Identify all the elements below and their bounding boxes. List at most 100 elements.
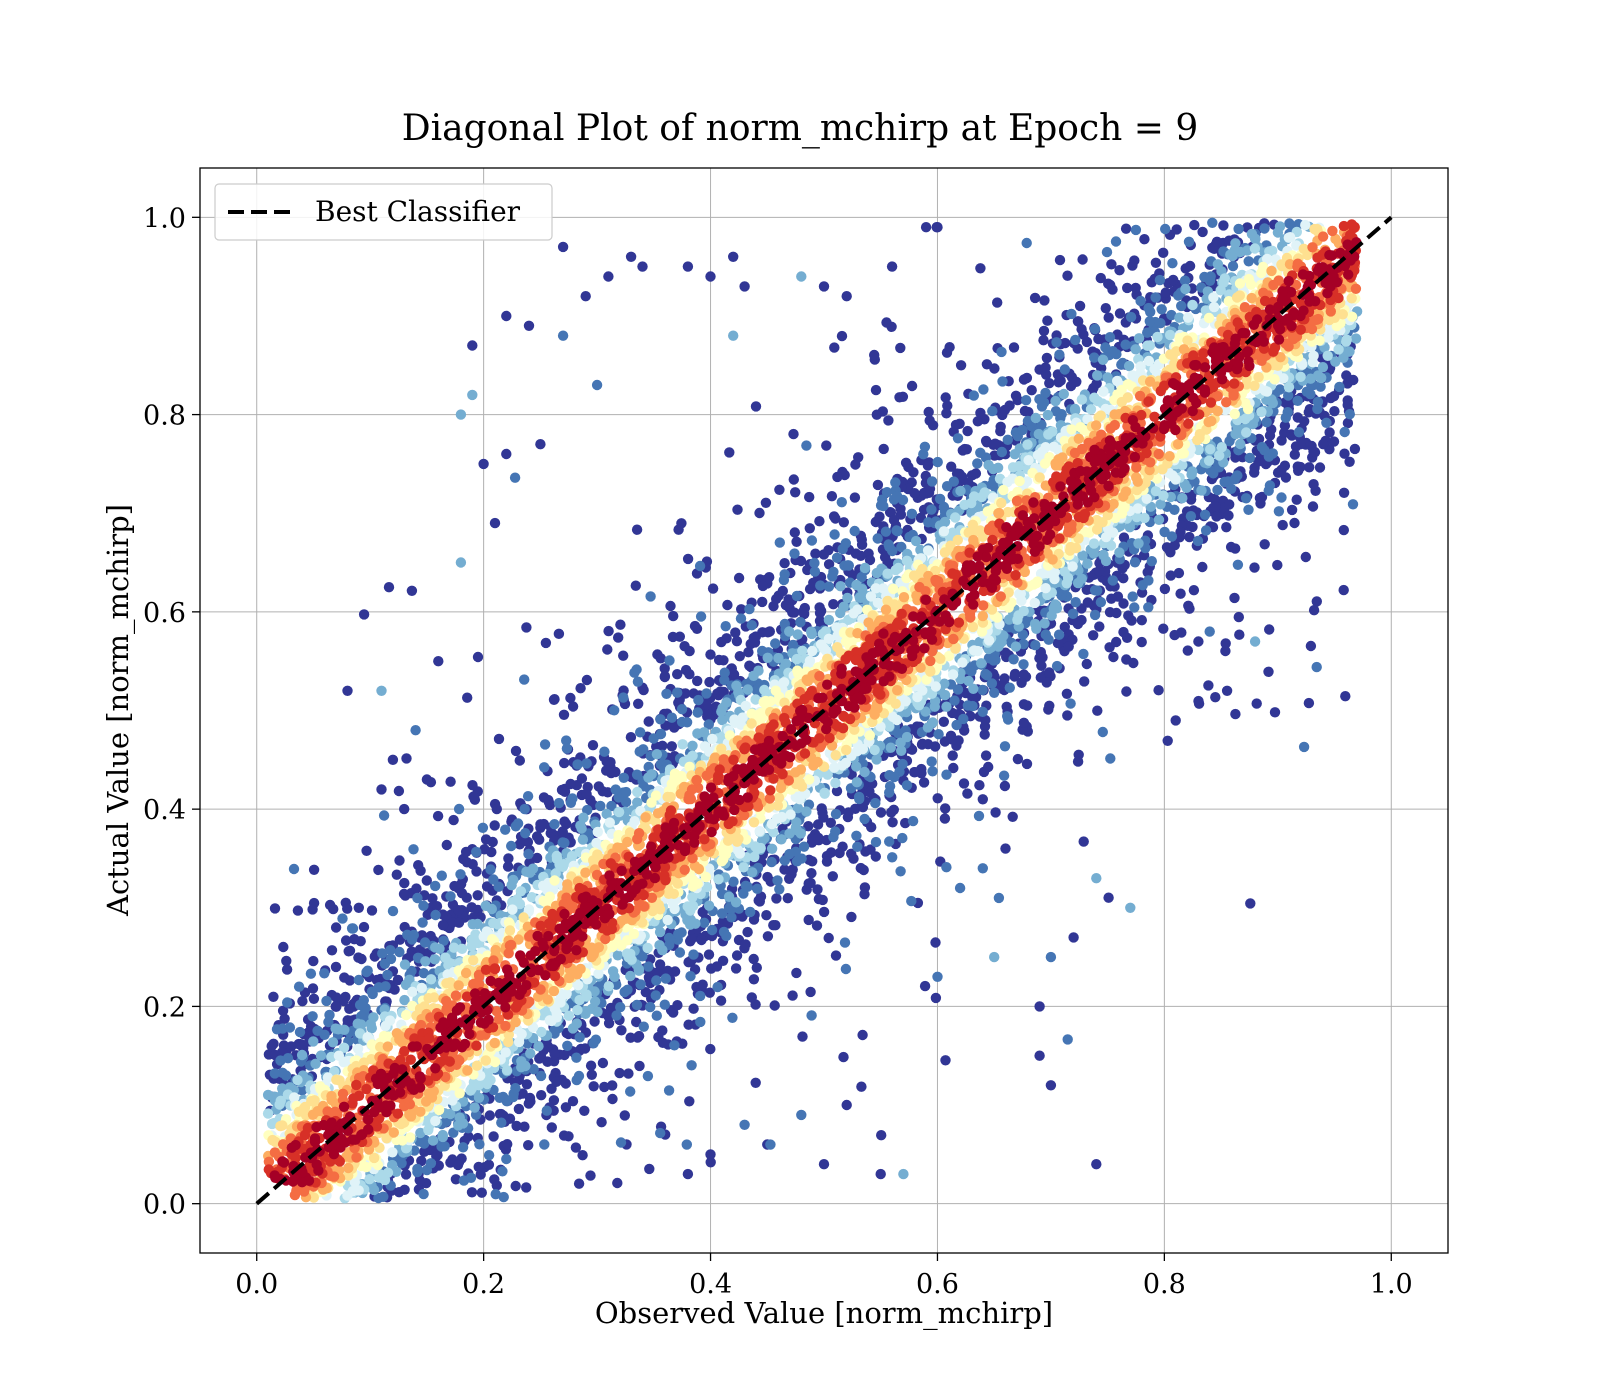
scatter-point <box>1095 597 1107 608</box>
scatter-point <box>1021 237 1032 249</box>
scatter-point <box>1289 517 1300 529</box>
scatter-point <box>1142 567 1153 578</box>
scatter-point <box>875 500 887 511</box>
scatter-point <box>1149 363 1160 375</box>
scatter-point <box>407 986 418 997</box>
scatter-point <box>521 1079 533 1090</box>
scatter-point <box>519 1121 530 1132</box>
scatter-point <box>613 632 624 643</box>
scatter-point <box>353 974 364 986</box>
scatter-point <box>1023 455 1034 466</box>
scatter-point <box>620 786 632 798</box>
scatter-point <box>1259 223 1270 234</box>
scatter-point <box>333 1050 345 1061</box>
scatter-point <box>829 342 840 353</box>
scatter-point <box>932 456 943 468</box>
scatter-point <box>753 665 764 676</box>
scatter-point <box>1314 335 1325 346</box>
scatter-point <box>1322 350 1333 361</box>
scatter-point <box>399 803 410 815</box>
scatter-point <box>543 796 554 808</box>
scatter-point <box>1085 404 1097 415</box>
scatter-point <box>974 780 985 791</box>
scatter-point <box>1089 609 1101 621</box>
scatter-point <box>546 1122 557 1133</box>
scatter-point <box>271 1024 283 1035</box>
scatter-point <box>1245 279 1257 290</box>
scatter-point <box>604 817 615 828</box>
scatter-point <box>823 633 835 644</box>
scatter-point <box>416 982 427 994</box>
scatter-point <box>522 791 534 802</box>
scatter-point <box>330 961 342 973</box>
scatter-point <box>884 507 896 518</box>
scatter-point <box>948 476 959 487</box>
scatter-point <box>419 1146 430 1158</box>
scatter-point <box>891 714 903 726</box>
scatter-point <box>1107 575 1119 586</box>
scatter-point <box>1156 304 1167 315</box>
scatter-point <box>978 384 989 395</box>
scatter-point <box>791 590 803 602</box>
scatter-point <box>807 645 818 657</box>
scatter-point <box>1189 219 1200 231</box>
scatter-point <box>491 803 502 815</box>
scatter-point <box>503 853 514 864</box>
scatter-point <box>707 583 719 594</box>
scatter-point <box>814 516 825 527</box>
scatter-point <box>1127 591 1138 602</box>
scatter-point <box>472 890 483 901</box>
scatter-point <box>1018 659 1029 670</box>
scatter-point <box>898 1168 909 1180</box>
scatter-point <box>1094 621 1105 632</box>
scatter-point <box>540 637 552 649</box>
scatter-point <box>1175 588 1186 599</box>
scatter-point <box>856 1081 867 1092</box>
scatter-point <box>1023 406 1034 418</box>
scatter-point <box>975 407 986 419</box>
scatter-point <box>1321 417 1332 428</box>
scatter-point <box>1135 295 1146 307</box>
scatter-point <box>976 626 988 637</box>
scatter-point <box>570 1142 582 1153</box>
scatter-point <box>462 692 473 703</box>
scatter-point <box>1034 1050 1045 1061</box>
scatter-point <box>266 1040 277 1052</box>
scatter-point <box>821 440 832 451</box>
scatter-point <box>1041 677 1052 688</box>
scatter-point <box>1309 447 1321 458</box>
scatter-point <box>743 647 754 658</box>
scatter-point <box>849 525 860 537</box>
scatter-point <box>1241 427 1252 438</box>
scatter-point <box>669 903 680 915</box>
scatter-point <box>488 874 499 885</box>
scatter-point <box>292 905 304 916</box>
scatter-point <box>1021 758 1033 770</box>
scatter-point <box>1276 464 1287 475</box>
scatter-point <box>940 1055 951 1066</box>
scatter-point <box>806 1010 817 1021</box>
scatter-point <box>665 600 676 612</box>
scatter-point <box>420 956 431 967</box>
scatter-point <box>1340 691 1351 702</box>
scatter-point <box>398 888 410 900</box>
scatter-point <box>682 901 693 912</box>
scatter-point <box>1029 597 1041 609</box>
scatter-point <box>1150 292 1161 303</box>
scatter-point <box>766 843 778 854</box>
scatter-point <box>559 757 570 769</box>
scatter-point <box>401 1009 412 1021</box>
scatter-point <box>901 555 913 566</box>
scatter-point <box>957 657 968 668</box>
scatter-point <box>719 667 730 678</box>
scatter-point <box>1232 559 1244 570</box>
scatter-point <box>1040 362 1051 373</box>
scatter-point <box>1183 236 1195 247</box>
scatter-point <box>1022 439 1033 450</box>
scatter-point <box>609 705 620 716</box>
scatter-point <box>1139 234 1150 245</box>
scatter-point <box>818 906 830 918</box>
scatter-point <box>1029 292 1041 304</box>
scatter-point <box>308 864 320 875</box>
scatter-point <box>342 685 353 696</box>
